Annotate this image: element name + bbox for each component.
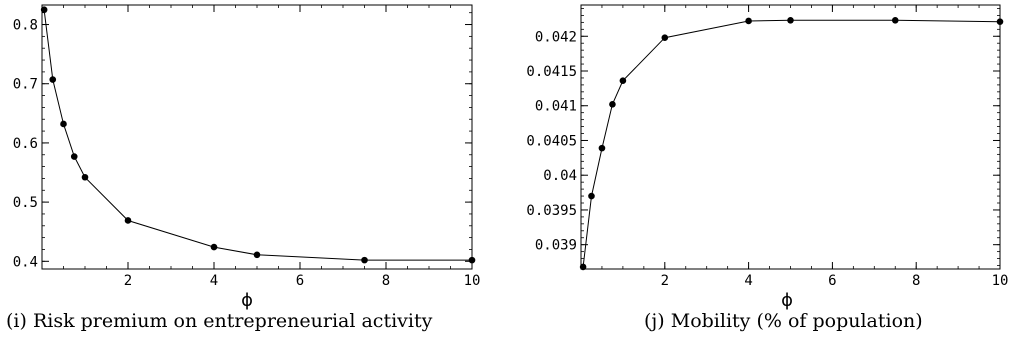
left-y-tick-label: 0.6	[13, 136, 38, 152]
right-data-point	[588, 192, 595, 200]
right-y-tick-label: 0.041	[535, 99, 577, 115]
left-y-tick-label: 0.7	[13, 77, 38, 93]
left-y-tick-label: 0.5	[13, 195, 38, 211]
left-data-point	[60, 120, 67, 128]
left-x-tick-label: 2	[124, 273, 132, 289]
right-data-point	[579, 263, 587, 271]
left-series-line	[43, 9, 472, 261]
right-data-point	[787, 16, 794, 24]
left-data-point	[70, 153, 78, 160]
left-data-point	[40, 6, 48, 14]
right-y-tick-label: 0.04	[543, 168, 577, 184]
right-x-tick-label: 4	[744, 273, 752, 289]
right-data-point	[891, 16, 899, 24]
right-y-tick-label: 0.039	[535, 238, 577, 254]
left-x-tick-label: 8	[382, 273, 390, 289]
left-data-point	[468, 256, 476, 264]
right-data-point	[745, 17, 752, 25]
left-data-point	[81, 173, 89, 181]
right-data-point	[619, 77, 627, 85]
left-x-tick-label: 4	[210, 273, 218, 289]
right-data-point	[661, 34, 669, 41]
right-data-point	[598, 144, 606, 152]
right-data-point	[609, 101, 616, 108]
right-x-axis-label: ϕ	[781, 290, 793, 311]
right-y-tick-label: 0.0415	[526, 64, 577, 80]
left-x-tick-label: 6	[296, 273, 304, 289]
left-data-point	[253, 251, 261, 259]
left-x-axis-label: ϕ	[241, 290, 253, 311]
right-y-tick-label: 0.0395	[526, 203, 577, 219]
left-y-tick-label: 0.4	[13, 254, 38, 270]
right-plot-frame	[580, 4, 1001, 270]
right-data-point	[996, 18, 1004, 25]
left-x-tick-label: 10	[464, 273, 481, 289]
left-data-point	[49, 76, 57, 83]
right-x-tick-label: 2	[661, 273, 669, 289]
left-data-point	[210, 243, 218, 251]
left-plot-frame	[41, 4, 473, 270]
caption-left: (i) Risk premium on entrepreneurial acti…	[6, 310, 433, 332]
right-x-tick-label: 10	[992, 273, 1009, 289]
left-data-point	[361, 256, 368, 264]
caption-right: (j) Mobility (% of population)	[644, 310, 923, 332]
left-data-point	[124, 217, 132, 224]
right-x-tick-label: 6	[828, 273, 836, 289]
right-y-tick-label: 0.0405	[526, 133, 577, 149]
right-x-tick-label: 8	[912, 273, 920, 289]
right-series-line	[582, 19, 1001, 267]
right-y-tick-label: 0.042	[535, 29, 577, 45]
left-y-tick-label: 0.8	[13, 18, 38, 34]
